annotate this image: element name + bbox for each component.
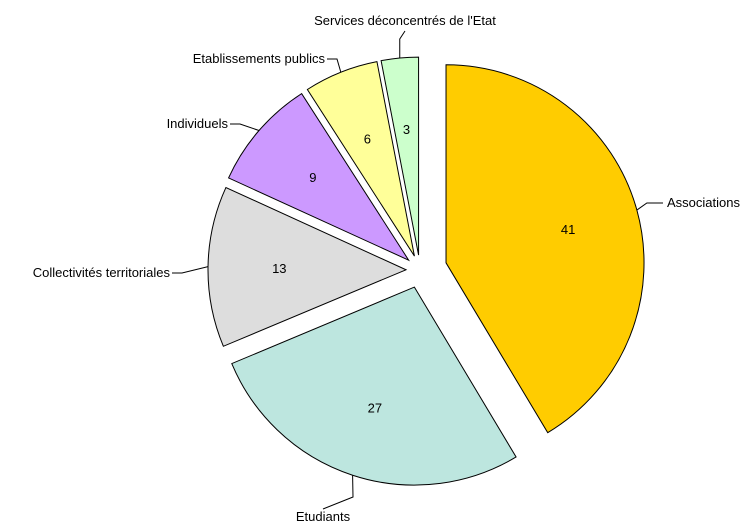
slice-label-etablissements-publics: Etablissements publics [193, 51, 326, 66]
value-label-etablissements-publics: 6 [364, 131, 371, 146]
value-label-individuels: 9 [309, 170, 316, 185]
slice-etudiants [231, 286, 517, 486]
leader-line-associations [636, 202, 663, 211]
labels-layer: 41 Associations 27 Etudiants 13 Collectivités… [33, 13, 741, 524]
leader-line-services-deconcentres-de-l-etat [399, 30, 406, 58]
slice-label-etudiants: Etudiants [296, 509, 351, 524]
slice-associations [445, 64, 645, 434]
value-label-etudiants: 27 [368, 400, 382, 415]
value-label-collectivites-territoriales: 13 [272, 261, 286, 276]
slice-collectivites-territoriales [207, 186, 408, 347]
leader-line-etudiants [322, 475, 354, 510]
value-label-associations: 41 [561, 222, 575, 237]
leader-line-etablissements-publics [327, 58, 342, 73]
value-label-services-deconcentres-de-l-etat: 3 [403, 122, 410, 137]
slice-label-associations: Associations [667, 195, 740, 210]
leaders-layer [172, 30, 663, 510]
leader-line-collectivites-territoriales [172, 266, 209, 274]
slice-label-individuels: Individuels [167, 116, 229, 131]
slice-individuels [227, 92, 411, 262]
slice-label-services-deconcentres-de-l-etat: Services déconcentrés de l'Etat [314, 13, 496, 28]
slice-label-collectivites-territoriales: Collectivités territoriales [33, 265, 171, 280]
leader-line-individuels [230, 123, 260, 131]
slices-layer [207, 56, 645, 486]
slice-etablissements-publics [306, 61, 415, 257]
